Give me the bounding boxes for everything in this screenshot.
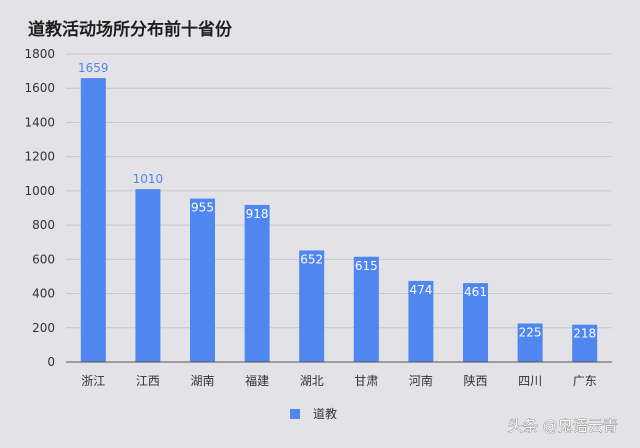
y-tick-label: 800 [32,218,55,232]
y-tick-label: 1000 [24,184,55,198]
x-tick-label: 湖南 [190,373,214,388]
x-tick-label: 福建 [245,373,269,388]
bar [572,324,598,362]
x-tick-label: 湖北 [300,373,324,388]
data-label: 918 [246,207,269,221]
bar [80,78,106,363]
y-tick-label: 400 [32,287,55,301]
chart-title: 道教活动场所分布前十省份 [28,19,233,40]
y-tick-label: 1400 [24,115,55,129]
legend-label: 道教 [313,406,337,421]
bar [408,280,434,362]
data-label: 218 [573,327,596,341]
bar [190,198,215,362]
y-tick-label: 200 [32,321,55,335]
data-label: 1659 [78,61,109,75]
y-tick-label: 0 [47,355,55,369]
x-axis: 浙江 江西 湖南 福建 湖北 甘肃 河南 陕西 四川 广东 [66,361,612,388]
x-tick-label: 甘肃 [354,374,378,388]
data-label: 461 [464,285,487,299]
data-label: 652 [300,252,323,266]
x-tick-label: 陕西 [463,373,487,388]
x-tick-label: 广东 [573,374,597,388]
x-tick-label: 浙江 [81,374,105,388]
data-label: 955 [191,201,214,215]
data-label: 225 [519,326,542,340]
bars: 1659 1010 955 918 652 615 474 461 225 218 [78,61,598,363]
y-axis: 0 200 400 600 800 1000 1200 1400 1600 1800 [24,47,55,369]
legend-swatch [290,409,300,419]
legend: 道教 [290,406,337,421]
x-tick-label: 河南 [409,373,433,388]
y-tick-label: 1600 [24,81,55,95]
data-label: 474 [409,283,432,297]
bar [353,256,379,362]
bar [299,250,325,362]
y-tick-label: 1200 [24,150,55,164]
watermark: 头条 @鬼语云青 [508,417,618,435]
bar [463,283,488,362]
y-tick-label: 1800 [24,47,55,61]
y-tick-label: 600 [32,252,55,266]
data-label: 615 [355,259,378,273]
x-tick-label: 江西 [136,374,160,388]
x-tick-label: 四川 [518,374,542,388]
bar [244,204,270,362]
bar [517,323,543,362]
bar [135,189,161,362]
data-label: 1010 [133,172,164,186]
